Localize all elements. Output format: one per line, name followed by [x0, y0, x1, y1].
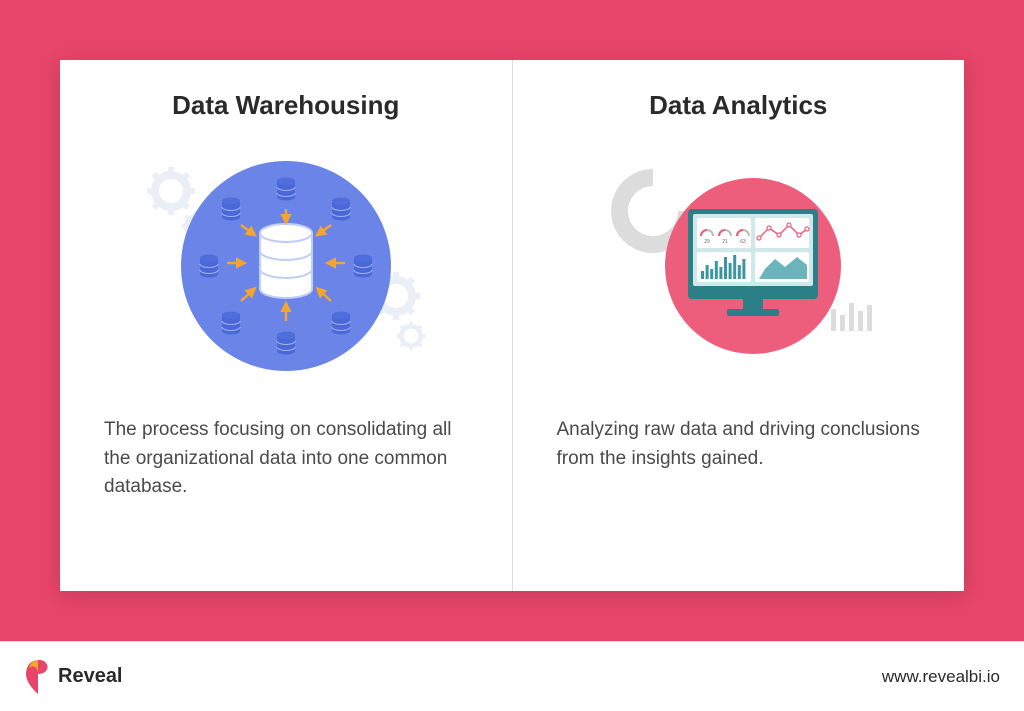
card-desc-analytics: Analyzing raw data and driving conclusio… — [553, 416, 925, 473]
svg-text:63: 63 — [740, 239, 746, 245]
logo-text: Reveal — [58, 665, 123, 688]
illustration-warehousing — [141, 141, 431, 391]
card-title-analytics: Data Analytics — [649, 90, 827, 121]
svg-text:29: 29 — [704, 239, 710, 245]
logo: Reveal — [24, 658, 123, 696]
main-area: Data Warehousing — [0, 0, 1024, 641]
card-warehousing: Data Warehousing — [60, 60, 513, 591]
footer: Reveal www.revealbi.io — [0, 641, 1024, 711]
warehouse-svg — [141, 141, 431, 391]
card-desc-warehousing: The process focusing on consolidating al… — [100, 416, 472, 502]
footer-url: www.revealbi.io — [882, 667, 1000, 687]
illustration-analytics: 29 21 63 — [593, 141, 883, 391]
card-analytics: Data Analytics — [513, 60, 965, 591]
card-container: Data Warehousing — [60, 60, 964, 591]
reveal-logo-icon — [24, 658, 52, 696]
card-title-warehousing: Data Warehousing — [172, 90, 399, 121]
svg-text:21: 21 — [722, 239, 728, 245]
analytics-svg: 29 21 63 — [593, 141, 883, 391]
